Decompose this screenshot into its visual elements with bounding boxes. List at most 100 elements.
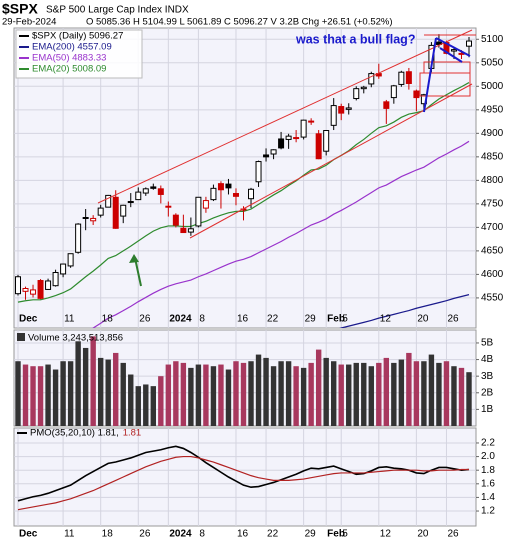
candle-body [345, 107, 352, 110]
candle-body [450, 49, 457, 52]
flag-line [439, 47, 463, 63]
volume-bar [285, 361, 292, 426]
legend-label: 1.81 [123, 428, 142, 439]
volume-bar [300, 367, 307, 426]
candle-body [22, 288, 29, 292]
y-tick-label: 1.8 [481, 465, 495, 476]
y-tick-label: 4900 [481, 128, 504, 139]
x-tick-label: 5 [342, 314, 348, 325]
line [17, 455, 469, 511]
x-tick-label: 16 [237, 529, 249, 540]
y-tick-label: 1.2 [481, 506, 495, 517]
candle-body [225, 183, 232, 189]
x-tick-label: Dec [19, 529, 38, 540]
volume-bar [458, 367, 465, 426]
candle-body [172, 214, 179, 226]
volume-bar [443, 361, 450, 426]
y-tick-label: 4800 [481, 175, 504, 186]
line [17, 445, 470, 502]
candle-body [105, 194, 112, 208]
volume-bar [391, 362, 397, 426]
candle-body [270, 149, 277, 155]
candle-body [338, 106, 345, 114]
volume-bar [37, 366, 44, 426]
volume-bar [203, 364, 209, 426]
y-tick-label: 4650 [481, 246, 504, 257]
candle-body [285, 135, 292, 140]
candle-body [75, 223, 82, 253]
candle-body [368, 73, 375, 85]
y-tick-label: 4700 [481, 222, 504, 233]
volume-bar [90, 336, 96, 426]
x-tick-label: 26 [447, 529, 459, 540]
candle-body [30, 289, 37, 295]
candle-body [187, 228, 194, 233]
volume-bar [30, 366, 36, 426]
volume-bar [248, 361, 254, 426]
volume-bar [368, 366, 374, 426]
volume-bar [240, 362, 247, 426]
volume-bar [150, 386, 156, 426]
candle-body [300, 119, 307, 138]
candle-body [157, 188, 164, 195]
x-tick-label: 22 [267, 529, 279, 540]
candle-body [232, 193, 239, 197]
volume-bar [52, 369, 59, 426]
x-tick-label: 18 [102, 314, 114, 325]
volume-bar [331, 361, 337, 426]
candle-body [165, 205, 172, 208]
volume-bar [466, 372, 472, 426]
x-tick-label: 8 [199, 529, 205, 540]
volume-bar [346, 364, 352, 426]
candle-body [405, 71, 412, 84]
x-tick-label: Feb [327, 314, 345, 325]
y-tick-label: 4750 [481, 199, 504, 210]
candle-body [263, 154, 270, 158]
candle-body [413, 90, 420, 99]
volume-bar [406, 352, 412, 426]
x-tick-label: 12 [380, 314, 392, 325]
index-name: S&P 500 Large Cap Index INDX [46, 5, 189, 16]
volume-bar [22, 364, 29, 426]
legend-box [15, 29, 143, 79]
volume-bar [233, 361, 239, 426]
volume-bar [218, 364, 224, 426]
volume-bar [67, 361, 74, 426]
annotations: was that a bull flag? [97, 29, 476, 287]
volume-bar [113, 352, 119, 426]
candle-body [435, 41, 442, 45]
x-tick-label: 29 [305, 529, 317, 540]
volume-bar [436, 362, 442, 426]
x-tick-label: 29 [305, 314, 317, 325]
pmo-panel [13, 427, 477, 527]
line [91, 140, 470, 328]
y-tick-label: 1B [481, 404, 494, 415]
price-plot [14, 28, 476, 328]
legend-label: PMO(35,20,10) 1.81, [30, 428, 119, 439]
y-tick-label: 4950 [481, 104, 504, 115]
volume-bar [173, 361, 179, 426]
candle-body [323, 130, 330, 152]
symbol: $SPX [2, 1, 38, 17]
arrow-head [129, 254, 139, 263]
candle-body [15, 276, 21, 295]
y-tick-label: 2B [481, 387, 494, 398]
volume-plot [14, 330, 476, 426]
candle-body [278, 138, 285, 149]
volume-bar [195, 364, 202, 426]
y-tick-label: 1.4 [481, 492, 495, 503]
legend-label: EMA(20) 5008.09 [32, 64, 106, 75]
candle-body [127, 201, 134, 204]
volume-bar [255, 354, 262, 426]
candle-body [37, 280, 44, 299]
volume-bar [45, 364, 51, 426]
x-tick-label: 20 [417, 529, 429, 540]
flag-pole [423, 37, 437, 113]
volume-bar [135, 386, 141, 426]
y-tick-label: 4B [481, 354, 494, 365]
candle-body [315, 133, 322, 160]
quote: O 5085.36 H 5104.99 L 5061.89 C 5096.27 … [86, 17, 393, 28]
volume-bar [225, 369, 232, 426]
